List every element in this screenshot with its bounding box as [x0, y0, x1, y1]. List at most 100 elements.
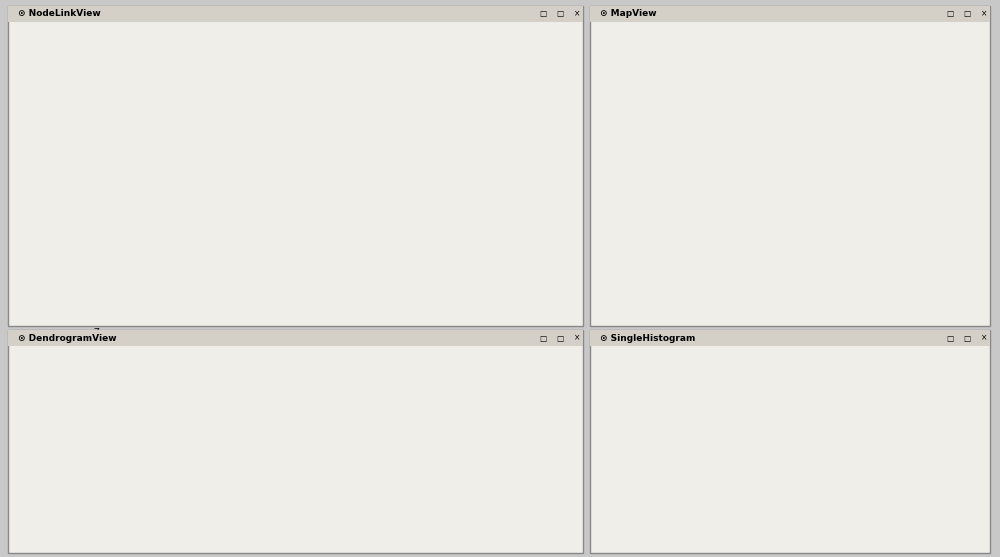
- Text: ○: ○: [604, 31, 611, 40]
- Circle shape: [567, 437, 579, 441]
- Circle shape: [455, 59, 470, 70]
- Text: 205: 205: [575, 412, 583, 421]
- Circle shape: [160, 448, 183, 456]
- Circle shape: [346, 390, 358, 394]
- Circle shape: [571, 447, 583, 451]
- Circle shape: [431, 66, 446, 76]
- Circle shape: [200, 457, 212, 461]
- Text: 212: 212: [495, 511, 504, 519]
- Circle shape: [64, 502, 76, 506]
- Circle shape: [459, 77, 473, 87]
- Circle shape: [90, 507, 102, 511]
- Circle shape: [10, 484, 22, 488]
- Text: 1: 1: [273, 345, 278, 355]
- Circle shape: [235, 487, 247, 491]
- Text: □: □: [556, 9, 564, 18]
- Circle shape: [247, 492, 259, 496]
- Text: ▼: ▼: [241, 80, 248, 89]
- Text: 70: 70: [378, 468, 384, 474]
- Circle shape: [351, 447, 363, 451]
- Text: Fig4: Fig4: [509, 489, 536, 499]
- Circle shape: [200, 444, 212, 448]
- Circle shape: [321, 484, 333, 488]
- Polygon shape: [612, 90, 682, 166]
- Circle shape: [261, 496, 273, 500]
- Text: □ filter when degree < 106: □ filter when degree < 106: [34, 97, 139, 106]
- Text: 213: 213: [540, 397, 549, 405]
- Circle shape: [351, 453, 363, 457]
- Circle shape: [484, 50, 499, 61]
- Circle shape: [301, 395, 313, 399]
- Text: 208: 208: [167, 378, 176, 382]
- Circle shape: [204, 511, 216, 515]
- Circle shape: [404, 512, 416, 516]
- Circle shape: [433, 28, 448, 39]
- Circle shape: [108, 392, 120, 395]
- Circle shape: [471, 84, 486, 94]
- Circle shape: [452, 508, 464, 512]
- Circle shape: [156, 512, 168, 516]
- Bar: [596, 14, 988, 75]
- Polygon shape: [800, 90, 941, 150]
- Text: ⊙ NodeLinkView: ⊙ NodeLinkView: [18, 9, 101, 18]
- Text: -: -: [135, 338, 139, 348]
- Bar: [860, 416, 876, 499]
- Circle shape: [447, 53, 462, 64]
- Circle shape: [328, 392, 339, 395]
- Circle shape: [250, 395, 262, 399]
- Circle shape: [224, 481, 236, 485]
- Circle shape: [457, 86, 472, 97]
- Circle shape: [570, 444, 582, 448]
- Circle shape: [309, 507, 321, 511]
- Circle shape: [446, 52, 461, 63]
- Text: 57: 57: [112, 380, 119, 385]
- Circle shape: [375, 388, 387, 392]
- Circle shape: [380, 448, 402, 456]
- Circle shape: [449, 71, 464, 82]
- Circle shape: [509, 404, 521, 408]
- Text: □ show edge labels: □ show edge labels: [21, 125, 97, 134]
- Text: 8: 8: [543, 345, 548, 355]
- Circle shape: [267, 398, 279, 402]
- Text: 3: 3: [350, 345, 355, 355]
- Circle shape: [327, 419, 338, 423]
- Circle shape: [419, 55, 433, 66]
- Text: 246: 246: [443, 519, 452, 525]
- Circle shape: [117, 390, 129, 394]
- FancyBboxPatch shape: [963, 31, 982, 70]
- Circle shape: [292, 397, 304, 400]
- Text: 144: 144: [275, 386, 284, 393]
- Text: ⊙ SingleHistogram: ⊙ SingleHistogram: [600, 334, 695, 343]
- Circle shape: [337, 510, 349, 514]
- Circle shape: [117, 510, 129, 514]
- Bar: [15, 299, 325, 317]
- Circle shape: [414, 511, 426, 515]
- Circle shape: [5, 481, 16, 485]
- Circle shape: [146, 389, 158, 393]
- Circle shape: [195, 389, 207, 393]
- Circle shape: [442, 509, 454, 513]
- FancyBboxPatch shape: [927, 31, 947, 70]
- Text: ▼: ▼: [680, 526, 685, 532]
- Circle shape: [254, 494, 265, 498]
- FancyBboxPatch shape: [588, 514, 692, 545]
- Text: 172: 172: [416, 40, 429, 46]
- Text: +: +: [98, 338, 108, 348]
- Circle shape: [56, 400, 68, 404]
- Circle shape: [283, 499, 294, 502]
- Circle shape: [442, 392, 454, 395]
- Circle shape: [551, 422, 563, 426]
- Bar: [808, 471, 824, 499]
- Circle shape: [73, 397, 84, 400]
- Circle shape: [41, 404, 53, 408]
- Text: 199: 199: [199, 412, 207, 421]
- Circle shape: [356, 511, 368, 515]
- Circle shape: [318, 393, 330, 397]
- Text: 197: 197: [199, 484, 207, 493]
- Text: 20: 20: [234, 398, 241, 404]
- Bar: [596, 75, 988, 317]
- Circle shape: [335, 425, 347, 429]
- Text: 236: 236: [178, 429, 184, 438]
- Text: +: +: [37, 195, 46, 205]
- X-axis label: Clustering: Clustering: [783, 517, 832, 527]
